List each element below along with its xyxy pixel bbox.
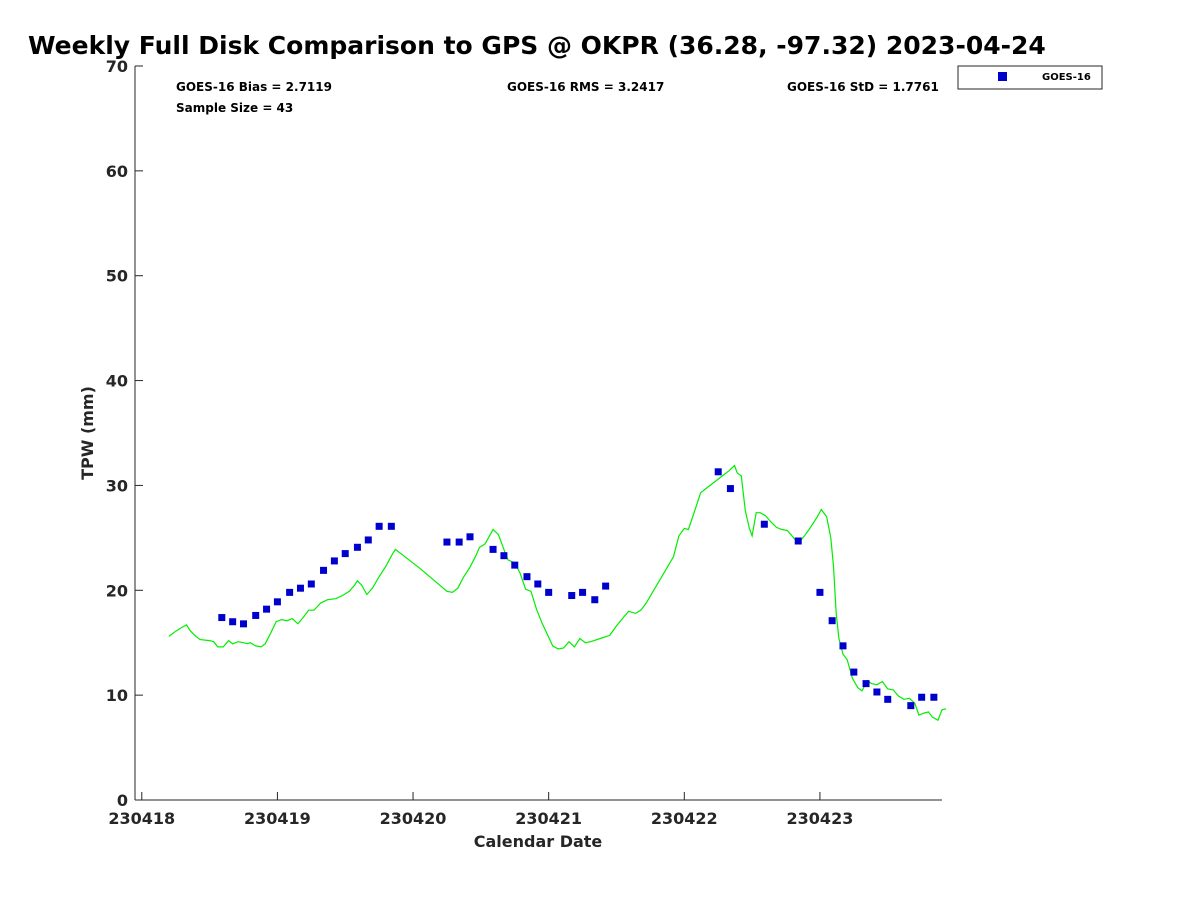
legend-label-goes16: GOES-16: [1042, 72, 1091, 83]
legend-box: [957, 65, 1103, 90]
y-tick-label: 50: [106, 267, 128, 286]
goes16-point: [907, 702, 915, 710]
goes16-point: [816, 588, 824, 596]
goes16-point: [218, 614, 226, 622]
x-tick-label: 230422: [651, 809, 718, 828]
sample-size-stat: Sample Size = 43: [176, 101, 293, 115]
goes16-point: [320, 566, 328, 574]
goes16-point: [273, 598, 281, 606]
goes16-point: [443, 538, 451, 546]
goes16-point: [500, 552, 508, 560]
std-stat: GOES-16 StD = 1.7761: [787, 80, 939, 94]
goes16-point: [229, 618, 237, 626]
axes: 0 10 20 30 40 50 60 70 230418 230419 230420 230421 2…: [106, 57, 942, 828]
y-tick-label: 40: [106, 372, 128, 391]
goes16-point: [296, 584, 304, 592]
y-tick-label: 10: [106, 686, 128, 705]
x-tick-label: 230423: [787, 809, 854, 828]
goes16-point: [353, 543, 361, 551]
goes16-point: [523, 573, 531, 581]
rms-stat: GOES-16 RMS = 3.2417: [507, 80, 664, 94]
y-tick-label: 60: [106, 162, 128, 181]
goes16-point: [602, 582, 610, 590]
bias-stat: GOES-16 Bias = 2.7119: [176, 80, 332, 94]
y-tick-label: 70: [106, 57, 128, 76]
goes16-point: [839, 642, 847, 650]
goes16-point: [862, 680, 870, 688]
goes16-point: [828, 617, 836, 625]
goes16-point: [307, 580, 315, 588]
goes16-point: [794, 537, 802, 545]
goes16-point: [918, 693, 926, 701]
goes16-point: [252, 611, 260, 619]
goes16-point: [341, 550, 349, 558]
goes16-point: [726, 485, 734, 493]
goes16-point: [387, 522, 395, 530]
goes16-point: [850, 668, 858, 676]
goes16-point: [263, 605, 271, 613]
y-tick-label: 30: [106, 476, 128, 495]
plot-area: [135, 66, 942, 800]
goes16-point: [330, 557, 338, 565]
legend: GOES-16: [957, 65, 1103, 90]
goes16-point: [534, 580, 542, 588]
x-tick-label: 230421: [515, 809, 582, 828]
y-axis-label: TPW (mm): [78, 386, 97, 480]
chart-title: Weekly Full Disk Comparison to GPS @ OKP…: [28, 31, 1046, 60]
goes16-series: [218, 468, 938, 710]
gps-series: [168, 464, 947, 722]
y-tick-label: 20: [106, 581, 128, 600]
goes16-point: [489, 545, 497, 553]
goes16-point: [364, 536, 372, 544]
goes16-point: [714, 468, 722, 476]
goes16-point: [455, 538, 463, 546]
x-tick-label: 230420: [380, 809, 447, 828]
goes16-point: [579, 588, 587, 596]
goes16-point: [568, 592, 576, 600]
goes16-point: [240, 620, 248, 628]
goes16-point: [873, 688, 881, 696]
legend-marker-goes16: [998, 72, 1007, 81]
goes16-point: [511, 561, 519, 569]
x-tick-label: 230418: [108, 809, 175, 828]
goes16-point: [286, 588, 294, 596]
x-tick-label: 230419: [244, 809, 311, 828]
goes16-point: [884, 695, 892, 703]
goes16-point: [930, 693, 938, 701]
x-axis-label: Calendar Date: [474, 832, 603, 851]
goes16-point: [545, 588, 553, 596]
y-tick-label: 0: [117, 791, 128, 810]
goes16-point: [466, 533, 474, 541]
goes16-point: [375, 522, 383, 530]
gps-line: [168, 464, 947, 722]
goes16-point: [760, 520, 768, 528]
goes16-point: [591, 596, 599, 604]
